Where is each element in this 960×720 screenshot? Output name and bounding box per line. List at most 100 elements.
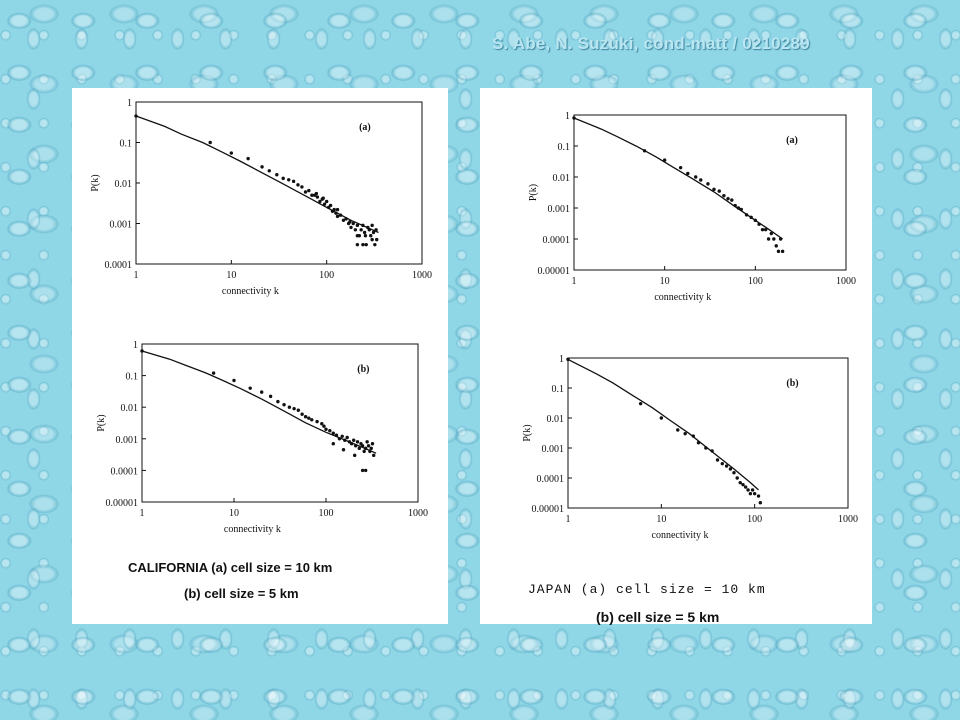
data-point [361,223,365,228]
data-point [335,207,340,212]
data-point [332,207,336,212]
data-point [292,406,296,411]
data-point [300,185,304,189]
data-point [370,237,374,242]
data-point [642,149,647,153]
data-point [282,402,286,407]
fit-curve [141,350,377,454]
data-point [659,416,664,420]
data-point [724,464,729,468]
data-point [572,116,576,120]
y-tick-label: 0.0001 [543,235,571,246]
data-point [676,428,680,432]
y-axis-label: P(k) [528,184,539,201]
x-tick-label: 1 [566,514,571,525]
data-point [778,237,783,241]
data-point [696,441,701,445]
data-point [341,218,346,222]
data-point [717,189,721,193]
data-point [232,378,236,383]
data-point [736,206,741,210]
data-point [355,242,360,247]
data-point [307,416,311,420]
x-axis-label: connectivity k [222,286,279,297]
y-tick-label: 1 [133,340,138,351]
data-point [208,140,212,145]
data-point [296,408,301,412]
data-point [686,171,690,176]
california-caption-line2: (b) cell size = 5 km [184,586,299,601]
data-point [322,424,326,428]
data-point [361,242,365,247]
y-axis-label: P(k) [522,424,533,441]
data-point [756,494,761,498]
data-point [769,231,773,236]
x-tick-label: 10 [656,514,666,525]
y-tick-label: 0.1 [552,384,565,395]
y-tick-label: 0.01 [547,414,565,425]
data-point [363,446,368,451]
data-point [300,412,304,416]
data-point [638,401,643,406]
y-tick-label: 1 [127,98,132,109]
data-point [349,441,354,446]
data-point [296,183,300,187]
data-point [722,193,726,198]
data-point [324,427,328,431]
x-tick-label: 100 [748,276,763,287]
y-tick-label: 0.0001 [111,466,139,477]
data-point [728,467,733,471]
x-tick-label: 1 [134,270,139,281]
data-point [739,207,743,212]
plot-frame [135,101,423,265]
y-tick-label: 0.0001 [105,260,133,271]
data-point [766,237,771,241]
x-tick-label: 10 [226,270,236,281]
data-point [360,468,365,473]
data-point [730,198,734,202]
data-point [370,441,375,446]
data-point [321,196,325,200]
data-point [276,399,280,404]
data-point [715,458,720,462]
data-point [743,485,748,489]
data-point [365,440,369,444]
data-point [345,435,349,440]
x-tick-label: 1000 [408,508,428,519]
data-point [351,438,356,442]
y-tick-label: 1 [559,354,564,365]
data-point [752,491,757,496]
data-point [335,214,340,219]
data-point [375,237,379,242]
data-point [362,449,366,454]
data-point [359,228,363,232]
data-point [334,433,339,437]
data-point [248,386,252,390]
data-point [353,228,358,232]
data-point [275,173,279,177]
california-caption-line1: CALIFORNIA (a) cell size = 10 km [128,560,333,575]
fit-curve [135,115,379,234]
plot-frame [141,343,419,503]
data-point [355,223,360,228]
data-point [357,446,361,451]
data-point [291,179,296,184]
data-point [318,199,322,204]
data-point [363,233,368,238]
data-point [363,468,368,473]
japan-caption-line1: JAPAN (a) cell size = 10 km [528,582,766,597]
data-point [372,453,376,458]
data-point [733,203,737,208]
data-point [355,440,360,444]
data-point [315,195,320,199]
y-tick-label: 0.00001 [106,498,139,509]
data-point [741,482,745,487]
y-tick-label: 0.1 [558,142,571,153]
data-point [662,158,667,162]
data-point [738,480,742,485]
data-point [368,449,372,454]
chart-japan-b: 1 10 100 1000 1 0.1 0.01 0.001 0.0001 0.00001 conn… [522,354,858,541]
chart-california-b: 1 10 100 1000 1 0.1 0.01 0.001 0.0001 0.00001 conn… [96,340,428,535]
x-tick-label: 100 [319,270,334,281]
data-point [324,199,329,204]
